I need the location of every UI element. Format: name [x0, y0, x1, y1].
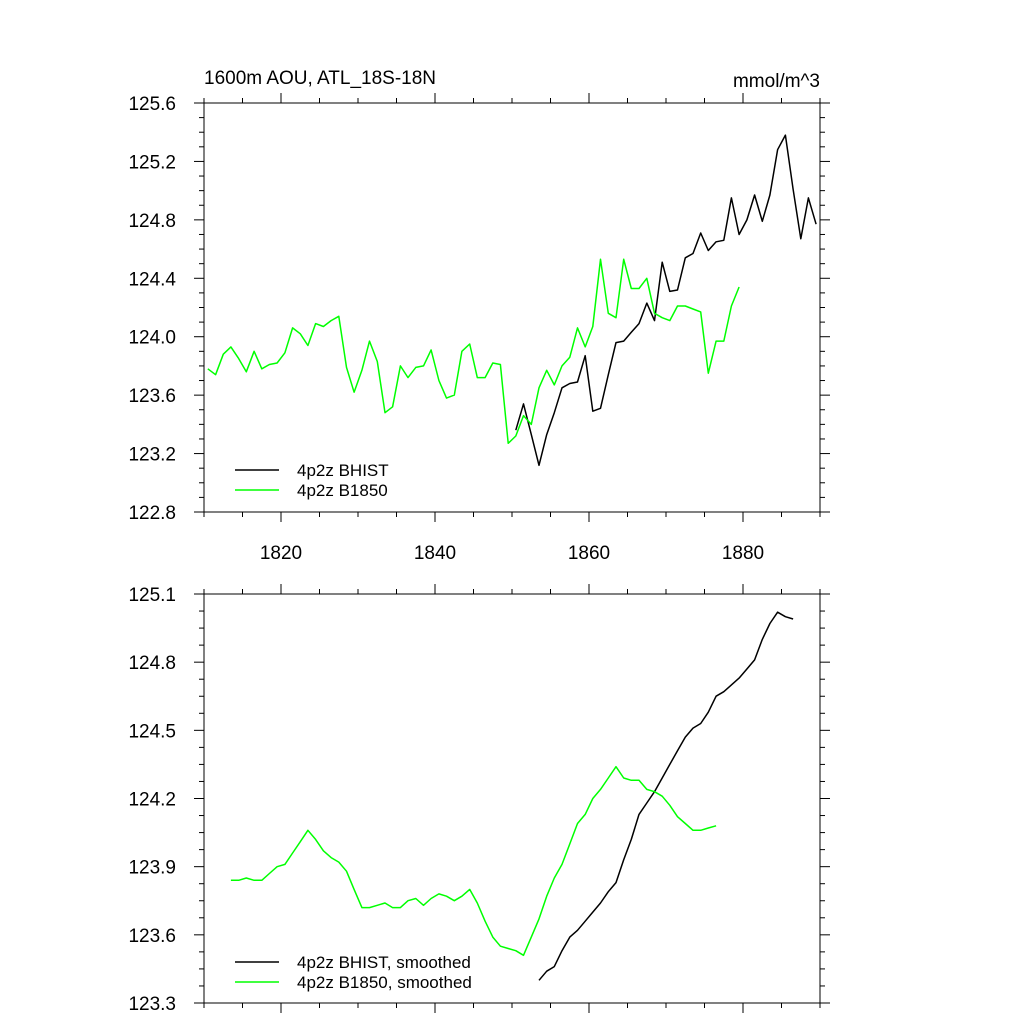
series-line-4p2z-bhist-smoothed [538, 611, 794, 981]
units-label: mmol/m^3 [733, 71, 820, 92]
series-line-4p2z-bhist [515, 134, 817, 467]
y-tick-label: 124.5 [128, 721, 176, 742]
legend-label: 4p2z BHIST [297, 461, 389, 480]
legend-label: 4p2z BHIST, smoothed [297, 953, 471, 972]
y-tick-label: 124.2 [128, 790, 176, 811]
y-tick-label: 125.1 [128, 585, 176, 606]
y-tick-label: 123.9 [128, 858, 176, 879]
y-tick-label: 123.2 [128, 445, 176, 466]
y-tick-label: 124.0 [128, 328, 176, 349]
legend-label: 4p2z B1850, smoothed [297, 973, 472, 992]
y-tick-label: 125.6 [128, 94, 176, 115]
y-tick-label: 124.8 [128, 653, 176, 674]
y-tick-label: 123.6 [128, 926, 176, 947]
legend-label: 4p2z B1850 [297, 481, 388, 500]
y-tick-label: 124.4 [128, 269, 176, 290]
chart-title: 1600m AOU, ATL_18S-18N [204, 68, 436, 89]
plot-frame [203, 102, 821, 513]
y-tick-label: 123.6 [128, 386, 176, 407]
series-line-4p2z-b1850-smoothed [230, 765, 717, 957]
y-tick-label: 123.3 [128, 994, 176, 1015]
x-tick-label: 1860 [568, 543, 610, 564]
plot-frame [203, 593, 821, 1004]
series-line-4p2z-b1850 [207, 258, 740, 445]
y-tick-label: 125.2 [128, 152, 176, 173]
y-tick-label: 124.8 [128, 211, 176, 232]
top-plot-panel: 122.8 123.2 123.6 124.0 124.4 124.8 125.2 125.6… [128, 93, 830, 564]
x-tick-label: 1840 [414, 543, 456, 564]
x-tick-label: 1820 [260, 543, 302, 564]
bottom-plot-panel: 123.3 123.6 123.9 124.2 124.5 124.8 125.1 4p2z … [128, 584, 830, 1015]
y-tick-label: 122.8 [128, 503, 176, 524]
x-tick-label: 1880 [722, 543, 764, 564]
